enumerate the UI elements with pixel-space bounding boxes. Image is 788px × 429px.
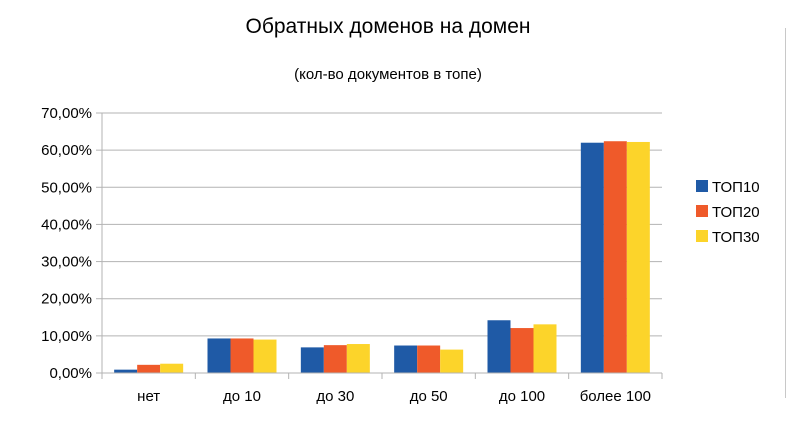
y-tick-label: 50,00% [41, 179, 92, 196]
y-tick-label: 10,00% [41, 328, 92, 345]
bar [440, 349, 464, 373]
bars [114, 141, 650, 373]
chart-subtitle: (кол-во документов в топе) [294, 66, 482, 83]
bar [300, 347, 324, 373]
bar [487, 320, 511, 373]
y-tick-label: 60,00% [41, 142, 92, 159]
legend: ТОП10 ТОП20 ТОП30 [696, 179, 760, 246]
legend-label: ТОП20 [712, 204, 760, 221]
x-tick-label: нет [137, 388, 160, 405]
x-tick-label: до 10 [223, 388, 261, 405]
x-tick-label: до 100 [499, 388, 545, 405]
bar [626, 141, 650, 373]
chart-title: Обратных доменов на домен [246, 15, 531, 38]
bar [207, 338, 231, 373]
bar [323, 345, 347, 373]
y-tick-label: 20,00% [41, 291, 92, 308]
y-tick-label: 30,00% [41, 254, 92, 271]
x-tick-label: до 50 [410, 388, 448, 405]
x-tick-label: до 30 [316, 388, 354, 405]
bar [160, 363, 184, 373]
legend-swatch [696, 180, 708, 192]
y-tick-label: 40,00% [41, 216, 92, 233]
bar [137, 364, 161, 373]
bar [580, 142, 604, 373]
x-axis-ticks: нет до 10 до 30 до 50 до 100 более 100 [137, 388, 651, 405]
x-axis [101, 113, 663, 379]
bar [230, 338, 254, 373]
bar [253, 339, 277, 373]
y-axis-ticks: 0,00% 10,00% 20,00% 30,00% 40,00% 50,00% 60,00… [41, 105, 92, 382]
legend-swatch [696, 205, 708, 217]
y-tick-label: 70,00% [41, 105, 92, 122]
y-tick-label: 0,00% [49, 365, 92, 382]
legend-label: ТОП30 [712, 229, 760, 246]
legend-label: ТОП10 [712, 179, 760, 196]
x-tick-label: более 100 [580, 388, 651, 405]
bar [394, 345, 418, 373]
bar [603, 141, 627, 373]
frame-divider [785, 28, 786, 398]
legend-swatch [696, 230, 708, 242]
bar [114, 369, 138, 373]
gridlines [96, 112, 662, 374]
bar [533, 324, 557, 373]
bar [417, 345, 441, 373]
bar [346, 344, 370, 373]
bar [510, 328, 534, 373]
